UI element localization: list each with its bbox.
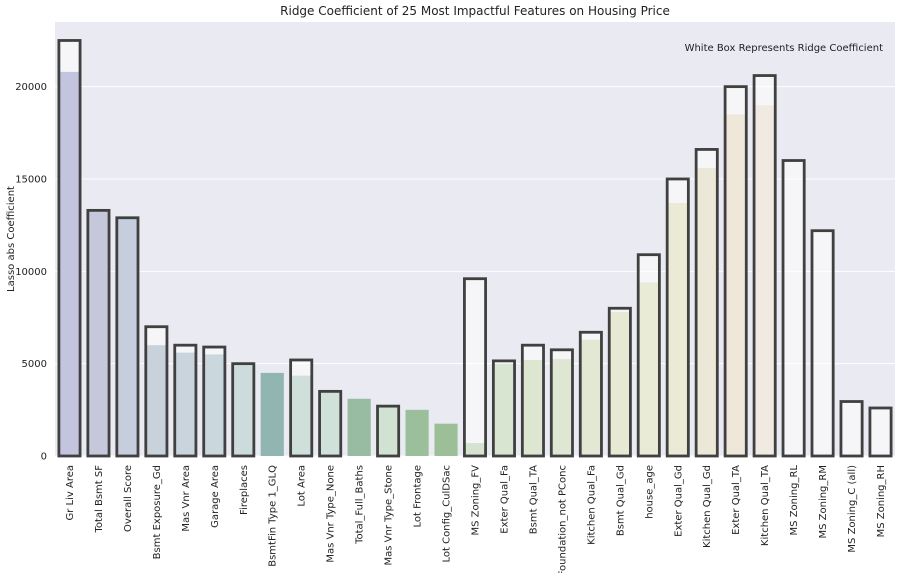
ridge-box — [723, 85, 748, 458]
x-tick-label: Overall Score — [123, 465, 134, 532]
ridge-box — [463, 277, 487, 458]
ridge-box — [115, 216, 140, 458]
y-tick-label: 15000 — [15, 174, 47, 185]
x-tick-label: Kitchen Qual_TA — [760, 465, 771, 546]
y-axis-label: Lasso abs Coefficient — [6, 186, 17, 292]
ridge-box — [607, 306, 632, 458]
ridge-box — [57, 39, 82, 458]
x-tick-label: Mas Vnr Area — [181, 465, 192, 532]
ridge-box — [289, 358, 314, 458]
x-tick-label: Lot Config_CulDSac — [442, 465, 453, 562]
y-tick-label: 10000 — [15, 267, 47, 278]
ridge-boxes-layer — [57, 39, 893, 458]
x-tick-label: Mas Vnr Type_Stone — [384, 465, 395, 565]
x-tick-label: Exter Qual_TA — [731, 465, 742, 535]
ridge-box — [665, 177, 690, 458]
x-tick-label: MS Zoning_RM — [818, 465, 829, 539]
x-tick-label: Foundation_not PConc — [557, 465, 568, 573]
x-tick-label: Bsmt Qual_Gd — [615, 465, 626, 536]
x-tick-label: Garage Area — [210, 465, 221, 528]
chart-title: Ridge Coefficient of 25 Most Impactful F… — [280, 4, 670, 18]
x-tick-label: Exter Qual_Gd — [673, 465, 684, 537]
lasso-bar — [434, 423, 458, 456]
x-tick-label: MS Zoning_FV — [471, 465, 482, 536]
x-tick-label: Total Bsmt SF — [94, 465, 105, 534]
x-tick-label: Exter Qual_Fa — [499, 465, 510, 534]
lasso-bar — [347, 398, 371, 456]
lasso-bar — [260, 372, 284, 456]
chart-annotation: White Box Represents Ridge Coefficient — [685, 43, 884, 54]
ridge-box — [173, 343, 198, 458]
x-tick-label: Lot Area — [297, 465, 308, 507]
x-tick-label: Bsmt Exposure_Gd — [152, 465, 163, 559]
ridge-box — [694, 148, 719, 458]
x-tick-label: MS Zoning_RL — [789, 465, 800, 536]
ridge-box — [491, 359, 516, 458]
ridge-box — [578, 330, 603, 458]
x-tick-label: Total_Full_Baths — [355, 465, 366, 545]
ridge-box — [752, 74, 777, 458]
x-tick-label: Fireplaces — [239, 465, 250, 515]
y-tick-label: 5000 — [22, 359, 47, 370]
ridge-box — [868, 406, 893, 458]
x-tick-label: house_age — [644, 465, 655, 519]
tick-labels-layer: 0 5000 10000 15000 20000 Gr Liv Area Total Bsm… — [15, 82, 887, 573]
ridge-box — [318, 389, 343, 458]
y-tick-label: 0 — [41, 452, 47, 463]
x-tick-label: Kitchen Qual_Fa — [586, 465, 597, 545]
x-tick-label: Bsmt Qual_TA — [528, 465, 539, 534]
ridge-box — [86, 208, 111, 458]
ridge-box — [376, 404, 401, 458]
x-tick-label: Mas Vnr Type_None — [326, 465, 337, 563]
x-tick-label: MS Zoning_C (all) — [847, 465, 858, 553]
x-tick-label: BsmtFin Type 1_GLQ — [268, 465, 279, 567]
ridge-box — [144, 325, 169, 458]
x-tick-label: MS Zoning_RH — [876, 465, 887, 537]
ridge-box — [839, 400, 864, 458]
ridge-box — [810, 229, 835, 458]
x-tick-label: Gr Liv Area — [65, 465, 76, 521]
x-tick-label: Lot Frontage — [413, 465, 424, 528]
ridge-box — [636, 253, 661, 458]
ridge-box — [549, 348, 574, 458]
y-tick-label: 20000 — [15, 82, 47, 93]
ridge-box — [231, 362, 256, 458]
lasso-bar — [405, 409, 429, 456]
ridge-box — [781, 159, 806, 458]
x-tick-label: Kitchen Qual_Gd — [702, 465, 713, 548]
ridge-box — [520, 343, 545, 458]
ridge-box — [202, 345, 227, 458]
